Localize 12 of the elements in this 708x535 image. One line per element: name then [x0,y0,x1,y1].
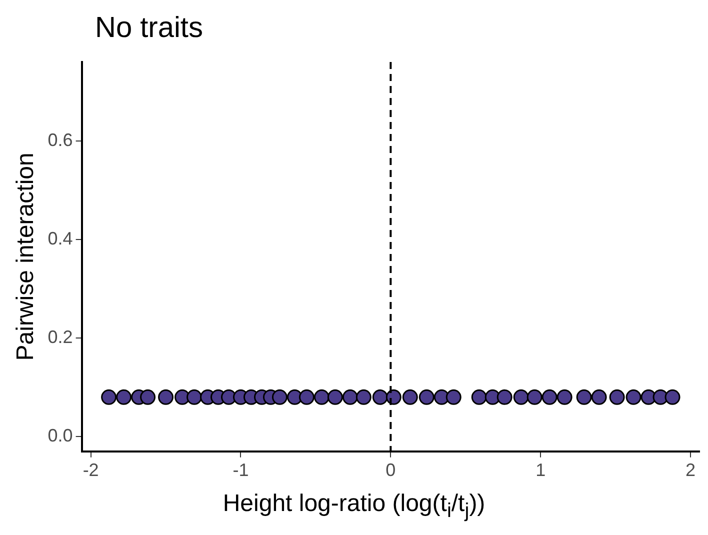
chart-title: No traits [95,12,203,45]
x-tick-label: -1 [232,460,249,480]
x-tick-label: 0 [386,460,396,480]
x-tick-label: 2 [685,460,696,480]
x-tick-label: -2 [82,460,99,480]
x-axis-title: Height log-ratio (log(t$_{i}$/t$_{j}$)) [222,490,486,523]
x-tick-label: 1 [536,460,546,480]
y-tick-label: 0.6 [48,130,73,150]
y-axis-title: Pairwise interaction [12,152,40,361]
y-tick-label: 0.4 [48,228,73,248]
y-tick-label: 0.0 [48,426,73,446]
y-tick-label: 0.2 [48,327,73,347]
